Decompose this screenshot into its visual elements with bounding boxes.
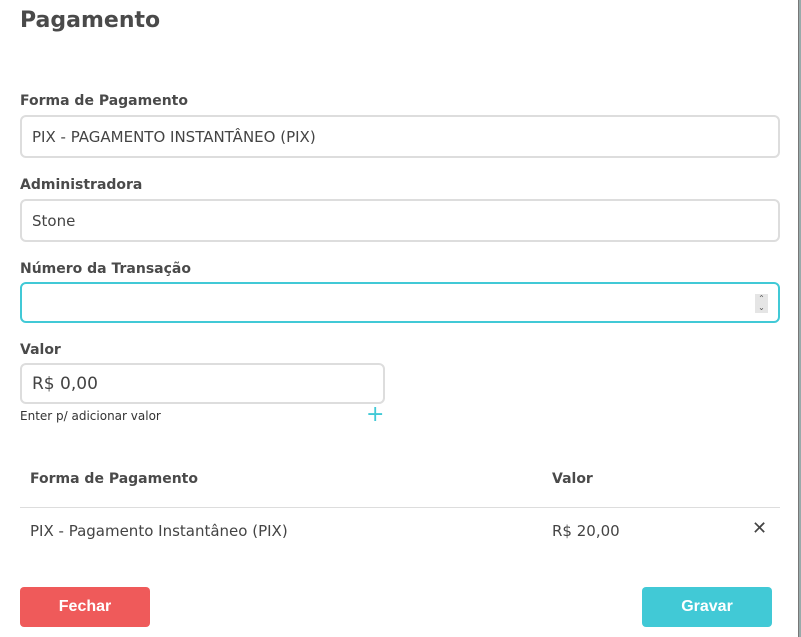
gravar-button[interactable]: Gravar — [642, 587, 772, 627]
admin-value: Stone — [32, 211, 76, 230]
administradora-select[interactable]: Stone — [20, 199, 780, 242]
valor-label: Valor — [20, 342, 61, 358]
forma-label: Forma de Pagamento — [20, 93, 188, 109]
page-title: Pagamento — [20, 8, 161, 33]
fechar-button[interactable]: Fechar — [20, 587, 150, 627]
close-icon[interactable]: ✕ — [752, 518, 768, 539]
forma-pagamento-select[interactable]: PIX - PAGAMENTO INSTANTÂNEO (PIX) — [20, 115, 780, 158]
column-header-forma: Forma de Pagamento — [30, 471, 198, 487]
plus-icon[interactable]: + — [366, 402, 385, 427]
transacao-label: Número da Transação — [20, 261, 191, 277]
row-forma: PIX - Pagamento Instantâneo (PIX) — [30, 522, 288, 540]
column-header-valor: Valor — [552, 471, 593, 487]
admin-label: Administradora — [20, 177, 143, 193]
valor-input[interactable]: R$ 0,00 — [20, 363, 385, 404]
divider — [20, 507, 780, 508]
spinner-icon[interactable]: ⌃ ⌄ — [755, 294, 768, 313]
forma-value: PIX - PAGAMENTO INSTANTÂNEO (PIX) — [32, 127, 316, 146]
valor-value: R$ 0,00 — [32, 373, 98, 394]
row-valor: R$ 20,00 — [552, 522, 620, 540]
transacao-input[interactable]: ⌃ ⌄ — [20, 282, 780, 323]
valor-hint: Enter p/ adicionar valor — [20, 409, 161, 423]
window-edge — [798, 0, 801, 637]
